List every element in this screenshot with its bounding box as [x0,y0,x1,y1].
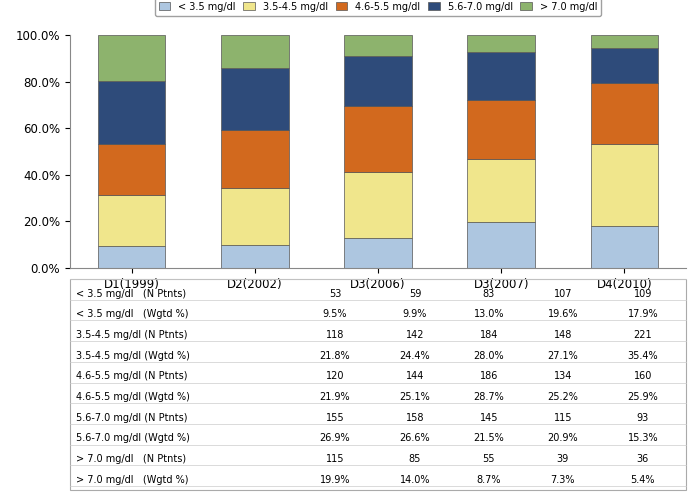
Bar [98,82,165,144]
Text: 184: 184 [480,330,498,340]
Text: 93: 93 [637,412,649,422]
Text: 3.5-4.5 mg/dl (N Ptnts): 3.5-4.5 mg/dl (N Ptnts) [76,330,188,340]
Text: 17.9%: 17.9% [628,310,658,320]
Text: 21.5%: 21.5% [473,434,504,444]
Text: 55: 55 [482,454,495,464]
Text: 28.7%: 28.7% [473,392,504,402]
Text: 25.2%: 25.2% [547,392,578,402]
Bar [98,144,165,195]
Text: 134: 134 [554,372,572,382]
Bar [344,35,412,56]
Bar [221,130,288,188]
Text: 83: 83 [483,288,495,298]
Text: 25.9%: 25.9% [627,392,658,402]
Text: 148: 148 [554,330,572,340]
Bar [591,226,658,268]
Text: 142: 142 [406,330,424,340]
Text: 53: 53 [329,288,341,298]
Bar [344,172,412,238]
Text: 36: 36 [637,454,649,464]
Text: 9.5%: 9.5% [323,310,347,320]
Text: < 3.5 mg/dl   (Wgtd %): < 3.5 mg/dl (Wgtd %) [76,310,189,320]
Bar [591,48,658,84]
Text: 115: 115 [554,412,572,422]
Text: 21.8%: 21.8% [320,350,350,360]
Bar [344,106,412,172]
Text: 27.1%: 27.1% [547,350,578,360]
Text: 59: 59 [409,288,421,298]
Text: 21.9%: 21.9% [320,392,350,402]
Text: 19.6%: 19.6% [547,310,578,320]
Text: 5.6-7.0 mg/dl (Wgtd %): 5.6-7.0 mg/dl (Wgtd %) [76,434,190,444]
Text: 14.0%: 14.0% [400,474,430,484]
Text: 7.3%: 7.3% [550,474,575,484]
Text: < 3.5 mg/dl   (N Ptnts): < 3.5 mg/dl (N Ptnts) [76,288,186,298]
Text: 160: 160 [634,372,652,382]
Bar [98,246,165,268]
Text: 5.6-7.0 mg/dl (N Ptnts): 5.6-7.0 mg/dl (N Ptnts) [76,412,188,422]
Text: 13.0%: 13.0% [474,310,504,320]
Bar [591,144,658,226]
Bar [221,245,288,268]
Text: 3.5-4.5 mg/dl (Wgtd %): 3.5-4.5 mg/dl (Wgtd %) [76,350,190,360]
Text: 120: 120 [326,372,344,382]
Text: 15.3%: 15.3% [628,434,658,444]
Text: 4.6-5.5 mg/dl (Wgtd %): 4.6-5.5 mg/dl (Wgtd %) [76,392,190,402]
Text: > 7.0 mg/dl   (Wgtd %): > 7.0 mg/dl (Wgtd %) [76,474,189,484]
Bar [221,35,288,68]
Text: 115: 115 [326,454,344,464]
Bar [98,35,165,82]
Bar [468,100,535,159]
Bar [591,35,658,48]
Text: 155: 155 [326,412,344,422]
Text: 24.4%: 24.4% [400,350,430,360]
Text: 35.4%: 35.4% [628,350,658,360]
Bar [344,238,412,268]
Bar [221,68,288,130]
Text: 107: 107 [554,288,572,298]
Text: 186: 186 [480,372,498,382]
Bar [221,188,288,245]
Text: 118: 118 [326,330,344,340]
Bar [468,222,535,268]
Text: 26.9%: 26.9% [320,434,350,444]
Text: 28.0%: 28.0% [474,350,504,360]
Text: 109: 109 [634,288,652,298]
Text: 4.6-5.5 mg/dl (N Ptnts): 4.6-5.5 mg/dl (N Ptnts) [76,372,188,382]
Text: > 7.0 mg/dl   (N Ptnts): > 7.0 mg/dl (N Ptnts) [76,454,186,464]
Text: 144: 144 [406,372,424,382]
Text: 25.1%: 25.1% [400,392,430,402]
Text: 19.9%: 19.9% [320,474,350,484]
Text: 221: 221 [634,330,652,340]
Text: 9.9%: 9.9% [402,310,427,320]
Text: 26.6%: 26.6% [400,434,430,444]
Legend: < 3.5 mg/dl, 3.5-4.5 mg/dl, 4.6-5.5 mg/dl, 5.6-7.0 mg/dl, > 7.0 mg/dl: < 3.5 mg/dl, 3.5-4.5 mg/dl, 4.6-5.5 mg/d… [155,0,601,16]
Text: 158: 158 [406,412,424,422]
Text: 145: 145 [480,412,498,422]
Text: 39: 39 [556,454,569,464]
Bar [344,56,412,106]
Bar [98,195,165,246]
Bar [468,159,535,222]
Text: 20.9%: 20.9% [547,434,578,444]
Bar [468,35,535,52]
Bar [591,84,658,144]
Text: 5.4%: 5.4% [631,474,655,484]
Text: 8.7%: 8.7% [477,474,501,484]
Bar [468,52,535,100]
Text: 85: 85 [409,454,421,464]
